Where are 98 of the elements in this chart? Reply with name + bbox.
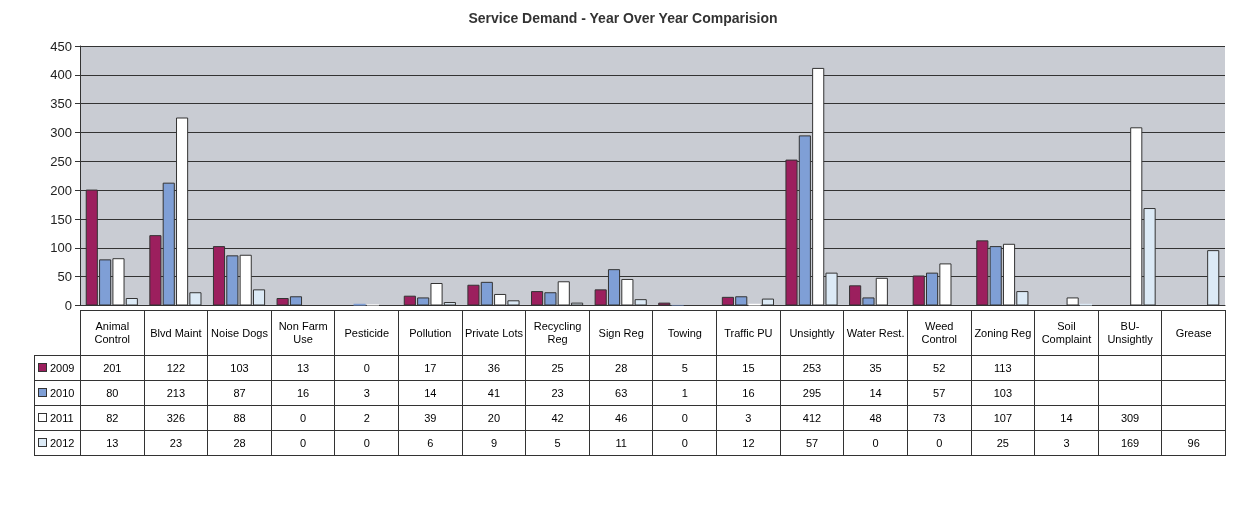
y-tick-label: 350	[50, 96, 72, 112]
legend-label: 2012	[34, 430, 81, 456]
x-tick-label: Animal Control	[80, 310, 145, 356]
data-label: 14	[843, 380, 908, 406]
data-label: 14	[398, 380, 463, 406]
data-label: 295	[780, 380, 844, 406]
data-label: 14	[1034, 405, 1099, 431]
y-tick-label: 300	[50, 125, 72, 140]
data-label: 16	[716, 380, 781, 406]
data-label: 87	[207, 380, 272, 406]
x-tick-label: Soil Complaint	[1034, 310, 1099, 356]
data-label: 80	[80, 380, 145, 406]
data-label: 28	[589, 355, 653, 381]
data-label: 52	[907, 355, 972, 381]
data-label: 0	[334, 355, 399, 381]
data-label: 57	[780, 430, 844, 456]
data-label: 5	[525, 430, 590, 456]
data-label: 103	[971, 380, 1035, 406]
data-label: 42	[525, 405, 590, 431]
y-tick-label: 150	[50, 211, 72, 227]
legend-label: 2011	[34, 405, 81, 431]
x-tick-label: Traffic PU	[716, 310, 781, 356]
data-label: 122	[144, 355, 208, 381]
data-label: 39	[398, 405, 463, 431]
data-label: 11	[589, 430, 653, 456]
legend-label: 2010	[34, 380, 81, 406]
data-label: 326	[144, 405, 208, 431]
data-label: 48	[843, 405, 908, 431]
x-tick-label: Pollution	[398, 310, 463, 356]
data-label: 15	[716, 355, 781, 381]
data-label: 25	[525, 355, 590, 381]
y-tick-label: 50	[57, 269, 72, 285]
data-label: 23	[144, 430, 208, 456]
y-tick-label: 250	[50, 153, 72, 169]
data-label: 0	[652, 405, 717, 431]
data-label: 113	[971, 355, 1035, 381]
data-label: 107	[971, 405, 1035, 431]
data-label: 6	[398, 430, 463, 456]
data-label: 1	[652, 380, 717, 406]
x-tick-label: BU-Unsightly	[1098, 310, 1162, 356]
y-tick-label: 450	[50, 38, 72, 54]
data-label: 3	[334, 380, 399, 406]
x-tick-label: Weed Control	[907, 310, 972, 356]
data-label: 20	[462, 405, 526, 431]
data-label: 5	[652, 355, 717, 381]
data-label: 201	[80, 355, 145, 381]
data-label: 23	[525, 380, 590, 406]
data-label: 2	[334, 405, 399, 431]
data-label: 0	[271, 405, 335, 431]
data-label: 73	[907, 405, 972, 431]
data-label: 46	[589, 405, 653, 431]
data-label: 13	[80, 430, 145, 456]
x-tick-label: Zoning Reg	[971, 310, 1035, 356]
y-tick-label: 400	[50, 67, 72, 83]
x-tick-label: Grease	[1161, 310, 1226, 356]
data-label: 16	[271, 380, 335, 406]
data-label: 412	[780, 405, 844, 431]
data-label: 309	[1098, 405, 1162, 431]
x-tick-label: Blvd Maint	[144, 310, 208, 356]
legend-label: 2009	[34, 355, 81, 381]
data-label: 253	[780, 355, 844, 381]
data-label: 169	[1098, 430, 1162, 456]
x-tick-label: Recycling Reg	[525, 310, 590, 356]
y-tick-label: 100	[50, 240, 72, 256]
data-label: 9	[462, 430, 526, 456]
data-label: 35	[843, 355, 908, 381]
data-label: 0	[907, 430, 972, 456]
chart-title: Service Demand - Year Over Year Comparision	[468, 10, 778, 26]
data-label: 88	[207, 405, 272, 431]
data-label: 103	[207, 355, 272, 381]
data-label: 17	[398, 355, 463, 381]
data-label: 28	[207, 430, 272, 456]
data-label: 0	[843, 430, 908, 456]
data-label: 3	[716, 405, 781, 431]
x-tick-label: Non Farm Use	[271, 310, 335, 356]
x-tick-label: Pesticide	[334, 310, 399, 356]
data-label: 63	[589, 380, 653, 406]
y-tick-label: 200	[50, 182, 72, 198]
x-tick-label: Towing	[652, 310, 717, 356]
data-label: 213	[144, 380, 208, 406]
x-tick-label: Water Rest.	[843, 310, 908, 356]
y-tick-label: 0	[64, 298, 72, 313]
x-tick-label: Sign Reg	[589, 310, 653, 356]
data-label: 96	[1161, 430, 1226, 456]
data-label: 12	[716, 430, 781, 456]
data-label: 13	[271, 355, 335, 381]
x-tick-label: Noise Dogs	[207, 310, 272, 356]
data-label: 82	[80, 405, 145, 431]
x-tick-label: Unsightly	[780, 310, 844, 356]
data-label: 36	[462, 355, 526, 381]
data-label: 0	[334, 430, 399, 456]
data-label: 25	[971, 430, 1035, 456]
data-label: 3	[1034, 430, 1099, 456]
data-label: 41	[462, 380, 526, 406]
x-tick-label: Private Lots	[462, 310, 526, 356]
data-label: 0	[271, 430, 335, 456]
data-label: 0	[652, 430, 717, 456]
data-label: 57	[907, 380, 972, 406]
